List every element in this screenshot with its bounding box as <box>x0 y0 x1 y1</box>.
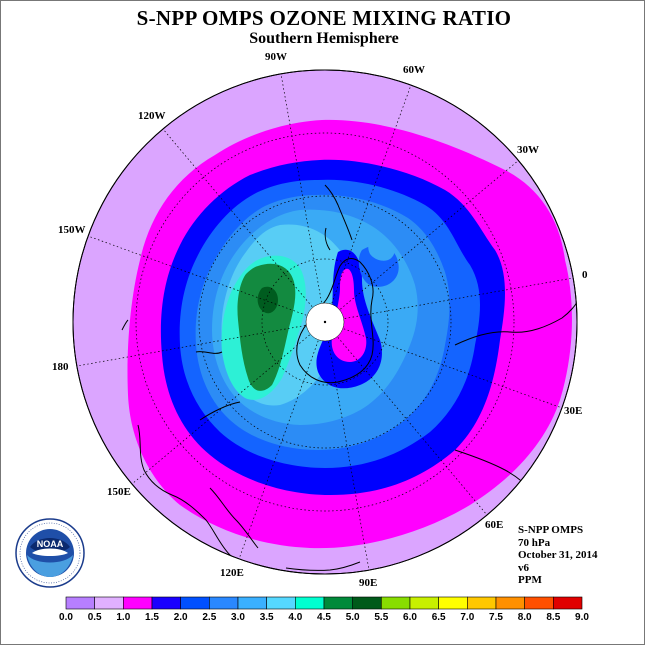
map-title: S-NPP OMPS OZONE MIXING RATIO <box>136 6 512 30</box>
lon-label-120e: 120E <box>220 567 244 579</box>
pole-marker <box>323 320 327 324</box>
lon-label-60w: 60W <box>403 64 425 76</box>
lon-label-120w: 120W <box>138 110 166 122</box>
vortex-patch-light <box>368 237 395 261</box>
vortex-inner <box>331 268 367 362</box>
info-version: v6 <box>518 561 529 574</box>
info-block: S-NPP OMPS 70 hPa October 31, 2014 v6 PP… <box>518 524 598 587</box>
lon-label-150w: 150W <box>58 224 86 236</box>
noaa-logo: NOAA <box>15 518 85 588</box>
map-subtitle: Southern Hemisphere <box>249 30 399 47</box>
lon-label-150e: 150E <box>107 486 131 498</box>
info-level: 70 hPa <box>518 536 551 549</box>
lon-label-0: 0 <box>582 269 588 281</box>
lon-label-30w: 30W <box>517 144 539 156</box>
noaa-logo-text: NOAA <box>37 539 64 549</box>
latitude-lines <box>135 132 515 512</box>
info-unit: PPM <box>518 574 542 586</box>
lon-label-90w: 90W <box>265 51 287 63</box>
lon-label-180: 180 <box>52 361 69 373</box>
contour-4-5 <box>237 263 296 391</box>
map-disk-outline <box>72 69 578 575</box>
lon-label-90e: 90E <box>359 577 377 589</box>
info-instrument: S-NPP OMPS <box>518 524 584 536</box>
contour-5-0 <box>257 286 278 314</box>
info-date: October 31, 2014 <box>518 549 598 561</box>
lon-label-30e: 30E <box>564 405 582 417</box>
lon-label-60e: 60E <box>485 519 503 531</box>
